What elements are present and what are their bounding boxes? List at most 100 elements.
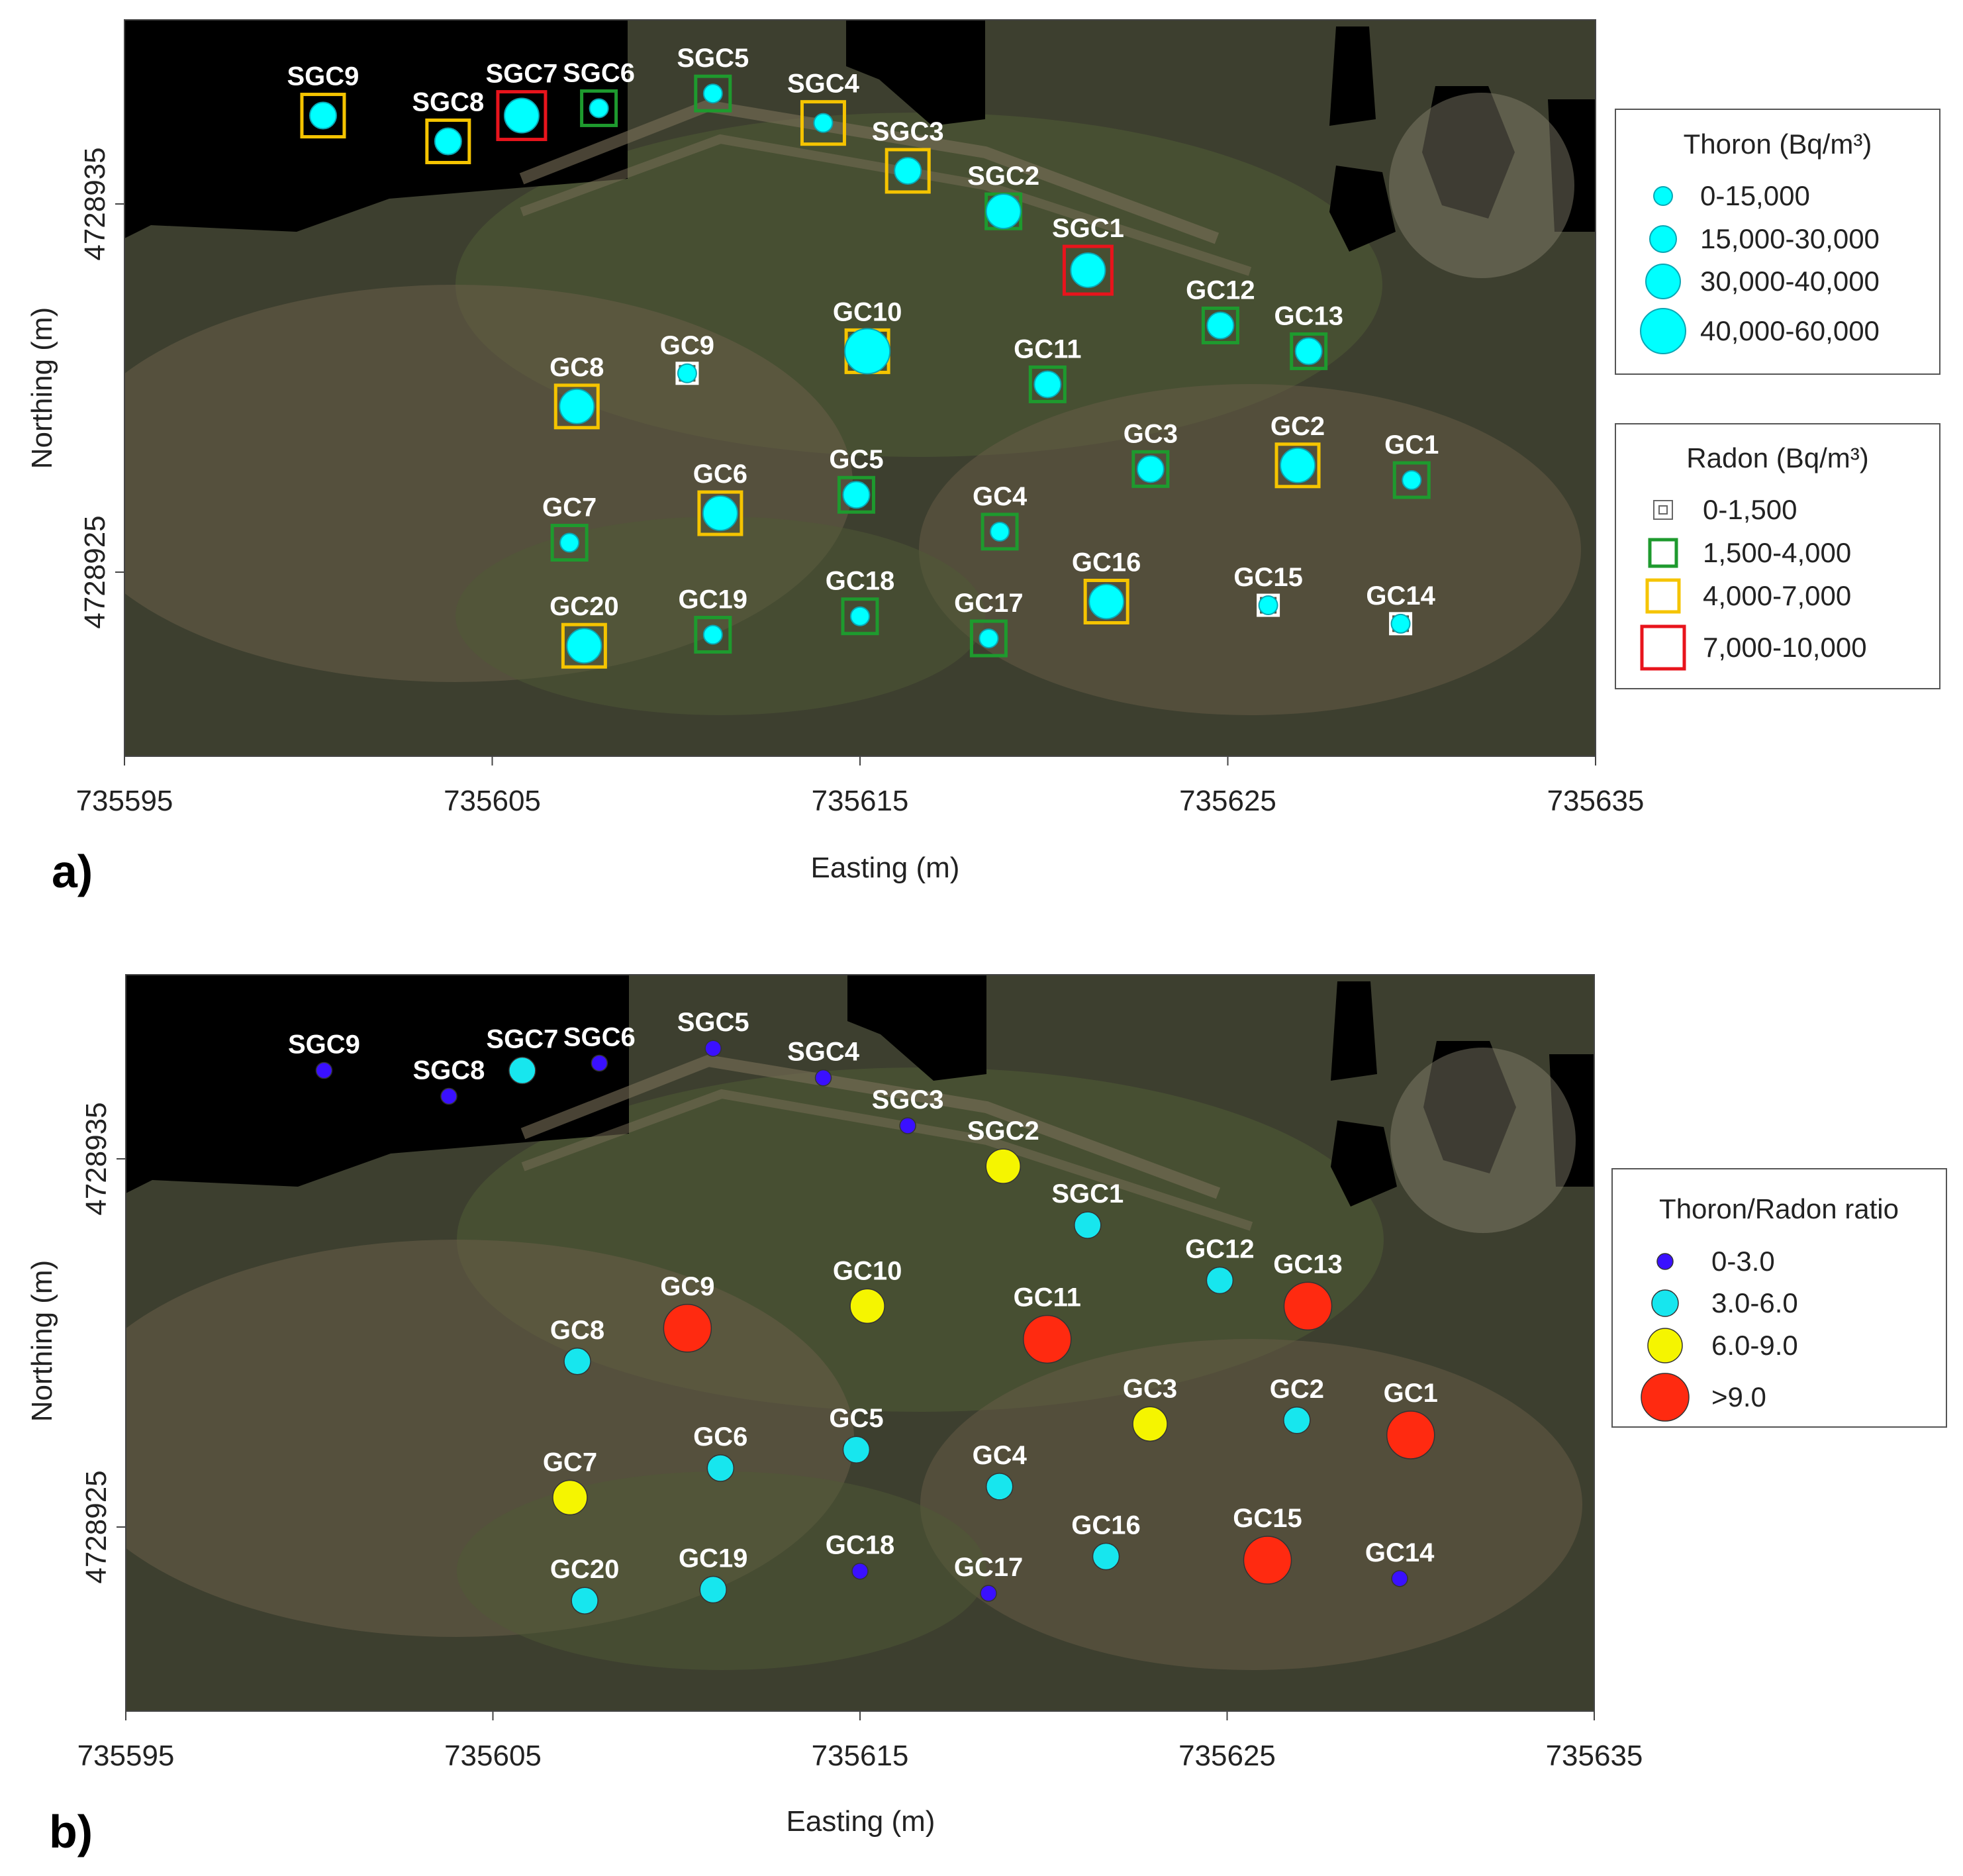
station-label: GC9 (660, 1272, 714, 1301)
station-label: GC4 (973, 1441, 1028, 1470)
station-label: GC3 (1124, 419, 1178, 448)
thoron-marker (503, 97, 540, 134)
radon-legend-symbol (1645, 578, 1681, 614)
radon-legend-inner (1658, 505, 1668, 515)
station-label: GC17 (954, 589, 1024, 618)
radon-legend-symbol (1640, 624, 1686, 671)
x-tick-label: 735595 (76, 785, 173, 817)
station-label: SGC9 (287, 62, 359, 91)
station-label: GC20 (550, 592, 619, 621)
station-label: GC8 (550, 353, 604, 382)
y-tick-label: 4728925 (80, 1470, 113, 1583)
radon-marker (580, 89, 618, 127)
station-label: SGC2 (967, 162, 1039, 191)
thoron-marker (1070, 252, 1106, 289)
ratio-legend-title: Thoron/Radon ratio (1659, 1193, 1899, 1224)
ratio-marker (1132, 1406, 1168, 1442)
station-label: GC13 (1274, 301, 1343, 330)
station-label: SGC5 (677, 1008, 749, 1037)
ratio-marker (1092, 1542, 1120, 1571)
thoron-marker (566, 628, 602, 664)
ratio-marker (704, 1040, 722, 1057)
ratio-marker (842, 1436, 871, 1463)
station-label: GC15 (1233, 563, 1303, 592)
thoron-legend-title: Thoron (Bq/m³) (1684, 128, 1872, 160)
station-label: GC1 (1384, 430, 1439, 460)
radon-marker (969, 619, 1008, 658)
ratio-marker (985, 1148, 1022, 1184)
ratio-marker (552, 1479, 588, 1516)
ratio-marker (315, 1061, 333, 1079)
station-label: GC12 (1186, 275, 1255, 305)
ratio-legend-label: 3.0-6.0 (1711, 1287, 1798, 1318)
x-tick-label: 735605 (444, 785, 541, 817)
ratio-marker (849, 1288, 885, 1324)
station-label: SGC4 (787, 1038, 860, 1067)
thoron-marker (1258, 595, 1278, 616)
radon-marker (496, 90, 548, 142)
radon-marker (981, 513, 1019, 551)
station-label: GC17 (954, 1553, 1024, 1582)
station-label: GC8 (550, 1316, 604, 1345)
ratio-marker (706, 1454, 735, 1482)
radon-marker (1392, 461, 1431, 499)
radon-legend-label: 4,000-7,000 (1703, 580, 1851, 611)
ratio-marker (980, 1585, 997, 1602)
station-label: GC4 (973, 482, 1028, 511)
radon-legend-title: Radon (Bq/m³) (1686, 442, 1868, 473)
radon-marker (694, 616, 732, 654)
thoron-marker (1088, 583, 1125, 620)
x-tick-label: 735635 (1546, 1740, 1643, 1772)
station-label: GC20 (550, 1555, 620, 1584)
thoron-legend-symbol (1645, 264, 1681, 299)
radon-legend-symbol (1648, 538, 1678, 568)
station-label: SGC5 (677, 44, 749, 73)
ratio-marker (1386, 1410, 1435, 1459)
ratio-legend-label: 0-3.0 (1711, 1246, 1775, 1277)
station-label: GC11 (1014, 334, 1081, 364)
station-label: SGC2 (967, 1116, 1039, 1146)
ratio-marker (591, 1054, 608, 1072)
ratio-marker (508, 1056, 536, 1085)
radon-marker (550, 524, 589, 562)
ratio-legend-label: >9.0 (1711, 1381, 1766, 1412)
radon-marker (837, 475, 875, 514)
station-label: GC5 (829, 445, 883, 474)
thoron-legend: Thoron (Bq/m³) 0-15,000 15,000-30,000 30,0… (1615, 109, 1940, 375)
radon-legend: Radon (Bq/m³) 0-1,500 1,500-4,000 4,000-7,… (1615, 423, 1940, 689)
station-label: GC10 (833, 1256, 902, 1285)
station-label: GC6 (693, 1422, 747, 1452)
x-tick-label: 735625 (1178, 1740, 1276, 1772)
ratio-marker (699, 1575, 727, 1604)
thoron-legend-label: 0-15,000 (1700, 180, 1810, 211)
y-tick-label: 4728935 (79, 147, 111, 260)
station-label: GC14 (1365, 1538, 1435, 1567)
station-label: GC18 (826, 1531, 895, 1560)
station-label: SGC8 (412, 87, 484, 117)
thoron-marker (850, 606, 870, 626)
ylabel-a: Northing (m) (26, 307, 58, 469)
ratio-marker (440, 1087, 457, 1105)
radon-marker (841, 597, 879, 636)
ratio-marker (1243, 1536, 1292, 1585)
thoron-marker (702, 495, 738, 532)
station-label: GC1 (1384, 1379, 1438, 1408)
radon-legend-symbol (1653, 500, 1673, 520)
thoron-legend-symbol (1649, 225, 1677, 253)
station-label: GC16 (1071, 1510, 1141, 1540)
thoron-legend-label: 30,000-40,000 (1700, 266, 1880, 297)
station-label: GC13 (1273, 1250, 1343, 1279)
ratio-marker (985, 1473, 1014, 1501)
ratio-marker (1023, 1314, 1072, 1364)
radon-marker (300, 93, 346, 139)
panel-letter-b: b) (49, 1806, 93, 1857)
station-label: SGC6 (563, 1022, 636, 1052)
x-tick-label: 735615 (812, 785, 909, 817)
thoron-marker (434, 127, 462, 156)
radon-marker (885, 148, 931, 194)
radon-legend-label: 0-1,500 (1703, 494, 1797, 525)
y-tick-label: 4728925 (79, 515, 111, 628)
